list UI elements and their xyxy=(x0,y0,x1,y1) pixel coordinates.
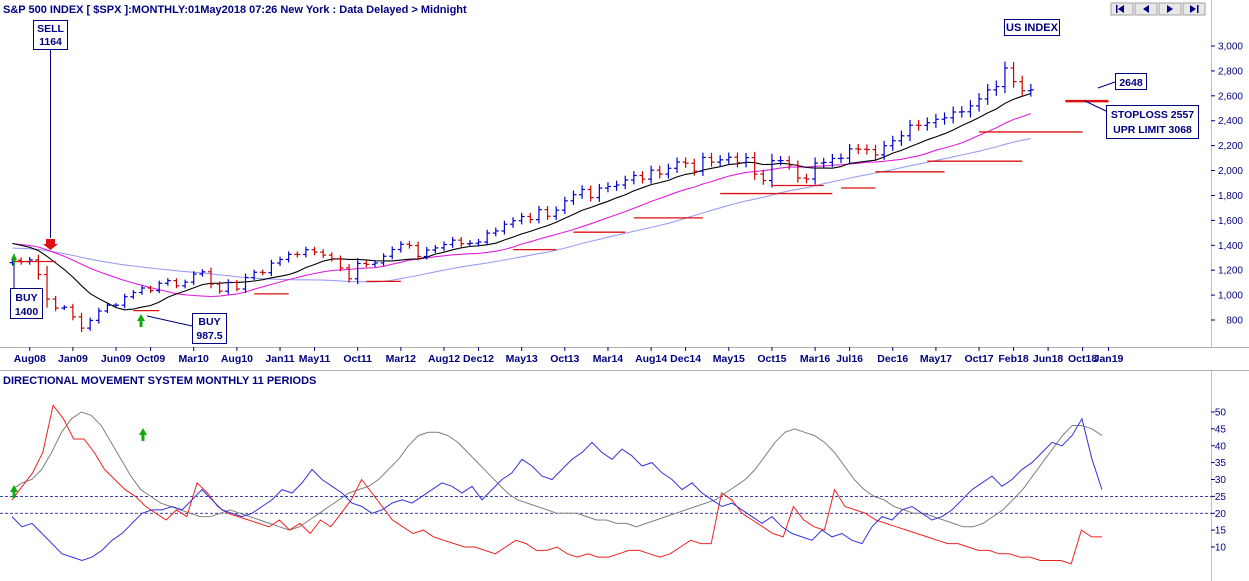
date-tick-label: Aug12 xyxy=(428,353,460,365)
price-tick-label: 3,000 xyxy=(1218,42,1243,53)
upper-limit-label: UPR LIMIT 3068 xyxy=(1113,124,1192,136)
date-tick-label: Mar12 xyxy=(386,353,417,365)
dms-tick-label: 25 xyxy=(1215,492,1227,503)
last-price-label: 2648 xyxy=(1119,77,1143,89)
last-price-annotation: 2648 xyxy=(1097,73,1147,90)
buy-arrow-icon xyxy=(11,253,17,266)
dms-lines xyxy=(0,404,1211,565)
nav-first-button[interactable] xyxy=(1110,2,1134,16)
date-tick-label: Oct09 xyxy=(136,353,165,365)
price-tick-label: 2,400 xyxy=(1218,116,1243,127)
price-tick-label: 1,400 xyxy=(1218,241,1243,252)
price-tick-label: 2,600 xyxy=(1218,91,1243,102)
ma-short-line xyxy=(12,92,1031,311)
chart-title: S&P 500 INDEX [ $SPX ]:MONTHLY:01May2018… xyxy=(3,4,467,16)
date-tick-label: Jan09 xyxy=(58,353,88,365)
price-tick-label: 2,000 xyxy=(1218,166,1243,177)
date-tick-label: Jan19 xyxy=(1094,353,1124,365)
minus-di-line xyxy=(11,404,1102,565)
date-tick-label: Aug10 xyxy=(221,353,253,365)
date-tick-label: Mar16 xyxy=(800,353,831,365)
first-icon xyxy=(1116,5,1118,13)
dms-tick-label: 30 xyxy=(1215,475,1227,486)
price-tick-label: 1,800 xyxy=(1218,191,1243,202)
support-resistance-levels xyxy=(12,99,1109,312)
date-tick-label: Oct18 xyxy=(1068,353,1097,365)
plus-di-line xyxy=(11,417,1103,562)
next-icon xyxy=(1167,5,1173,13)
nav-next-button[interactable] xyxy=(1158,2,1182,16)
dms-axis: 10 15 20 25 30 35 40 45 50 xyxy=(1211,408,1226,554)
date-axis: Aug08 Jan09 Jun09 Oct09 Mar10 Aug10 Jan11 May11… xyxy=(14,347,1124,365)
dms-buy-arrow-icon xyxy=(10,485,18,498)
price-tick-label: 1,200 xyxy=(1218,266,1243,277)
date-tick-label: May15 xyxy=(713,353,745,365)
price-tick-label: 2,200 xyxy=(1218,141,1243,152)
date-tick-label: Feb18 xyxy=(998,353,1029,365)
stoploss-annotation: STOPLOSS 2557 UPR LIMIT 3068 xyxy=(1084,100,1199,139)
sell-annotation: SELL 1164 xyxy=(33,20,68,250)
buy-arrow-icon xyxy=(137,314,145,327)
date-tick-label: Dec16 xyxy=(877,353,908,365)
date-tick-label: Aug14 xyxy=(635,353,667,365)
buy-value-1: 1400 xyxy=(15,306,39,318)
ma-mid-line xyxy=(12,113,1031,298)
date-tick-label: Oct15 xyxy=(757,353,786,365)
us-index-badge xyxy=(1004,19,1060,36)
date-tick-label: Oct17 xyxy=(964,353,993,365)
date-tick-label: Dec14 xyxy=(670,353,701,365)
dms-tick-label: 45 xyxy=(1215,424,1227,435)
date-tick-label: Jun18 xyxy=(1033,353,1064,365)
date-tick-label: May13 xyxy=(506,353,538,365)
date-tick-label: Mar14 xyxy=(593,353,624,365)
date-tick-label: Mar10 xyxy=(179,353,210,365)
sell-label: SELL xyxy=(37,23,64,35)
date-tick-label: Jun09 xyxy=(101,353,132,365)
price-axis: 800 1,000 1,200 1,400 1,600 1,800 2,000 2,200 2,… xyxy=(1211,42,1243,327)
date-tick-label: May17 xyxy=(920,353,952,365)
date-tick-label: Oct11 xyxy=(343,353,372,365)
adx-line xyxy=(11,411,1103,531)
dms-tick-label: 20 xyxy=(1215,509,1227,520)
sell-arrow-icon xyxy=(43,239,58,250)
dms-tick-label: 15 xyxy=(1215,526,1227,537)
price-tick-label: 2,800 xyxy=(1218,66,1243,77)
nav-last-button[interactable] xyxy=(1182,2,1206,16)
date-tick-label: Jan11 xyxy=(265,353,294,365)
dms-tick-label: 35 xyxy=(1215,458,1227,469)
ma-long-line xyxy=(12,137,1031,283)
us-index-badge-label: US INDEX xyxy=(1006,22,1059,34)
dms-buy-arrow-icon xyxy=(139,428,147,441)
stoploss-label: STOPLOSS 2557 xyxy=(1111,109,1194,121)
dms-tick-label: 10 xyxy=(1215,543,1227,554)
price-tick-label: 1,000 xyxy=(1218,291,1243,302)
date-tick-label: Aug08 xyxy=(14,353,46,365)
sell-value: 1164 xyxy=(39,36,62,48)
price-tick-label: 1,600 xyxy=(1218,216,1243,227)
buy-value-2: 987.5 xyxy=(196,330,222,342)
buy-annotation-1400: BUY 1400 xyxy=(10,253,43,319)
buy-annotation-987: BUY 987.5 xyxy=(137,313,227,344)
dms-title: DIRECTIONAL MOVEMENT SYSTEM MONTHLY 11 P… xyxy=(3,375,316,387)
prev-icon xyxy=(1143,5,1149,13)
date-tick-label: Dec12 xyxy=(463,353,494,365)
last-icon xyxy=(1190,5,1196,13)
date-tick-label: May11 xyxy=(299,353,331,365)
price-tick-label: 800 xyxy=(1226,316,1243,327)
buy-label-1: BUY xyxy=(15,292,37,304)
date-tick-label: Oct13 xyxy=(550,353,579,365)
moving-averages xyxy=(12,92,1031,311)
nav-prev-button[interactable] xyxy=(1134,2,1158,16)
dms-tick-label: 50 xyxy=(1215,408,1227,419)
dms-tick-label: 40 xyxy=(1215,441,1227,452)
buy-label-2: BUY xyxy=(198,316,220,328)
date-tick-label: Jul16 xyxy=(836,353,863,365)
